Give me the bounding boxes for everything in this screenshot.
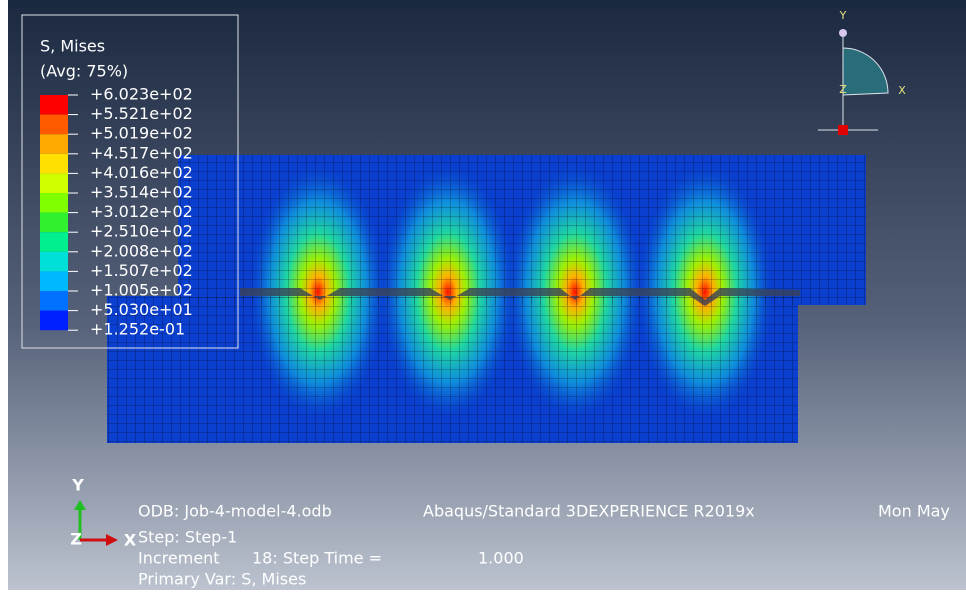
- triad-z: Z: [70, 530, 82, 549]
- legend-label: +2.510e+02: [90, 222, 193, 241]
- left-border: [0, 0, 8, 590]
- increment-label: Increment: [138, 549, 220, 568]
- legend-swatch: [40, 232, 68, 252]
- triad-y: Y: [839, 9, 847, 22]
- legend-label: +6.023e+02: [90, 85, 193, 104]
- legend-label: +3.012e+02: [90, 202, 193, 221]
- step-time: 1.000: [478, 549, 524, 568]
- legend-label: +1.005e+02: [90, 281, 193, 300]
- legend-swatch: [40, 193, 68, 213]
- legend-label: +4.016e+02: [90, 163, 193, 182]
- legend-swatch: [40, 154, 68, 174]
- triad-y: Y: [71, 476, 84, 495]
- odb-text: ODB: Job-4-model-4.odb: [138, 502, 332, 521]
- legend-label: +1.507e+02: [90, 261, 193, 280]
- legend-swatch: [40, 134, 68, 154]
- legend-swatch: [40, 213, 68, 233]
- triad-z: Z: [839, 83, 847, 96]
- date-text: Mon May: [878, 502, 950, 521]
- triad-x: X: [124, 531, 137, 550]
- legend-label: +5.019e+02: [90, 124, 193, 143]
- viewport: S, Mises (Avg: 75%) +6.023e+02+5.521e+02…: [0, 0, 966, 590]
- legend: +6.023e+02+5.521e+02+5.019e+02+4.517e+02…: [40, 85, 193, 339]
- step-text: Step: Step-1: [138, 528, 237, 547]
- legend-swatch: [40, 271, 68, 291]
- primary-var: Primary Var: S, Mises: [138, 570, 306, 589]
- legend-title: S, Mises: [40, 37, 105, 56]
- solver-text: Abaqus/Standard 3DEXPERIENCE R2019x: [423, 502, 755, 521]
- legend-swatch: [40, 115, 68, 135]
- model: [107, 155, 866, 443]
- legend-label: +3.514e+02: [90, 183, 193, 202]
- legend-label: +5.030e+01: [90, 300, 193, 319]
- legend-swatch: [40, 95, 68, 115]
- legend-swatch: [40, 311, 68, 331]
- legend-swatch: [40, 173, 68, 193]
- triad-x: X: [898, 84, 906, 97]
- page: S, Mises (Avg: 75%) +6.023e+02+5.521e+02…: [0, 0, 966, 590]
- legend-label: +5.521e+02: [90, 104, 193, 123]
- legend-label: +1.252e-01: [90, 320, 185, 339]
- legend-swatch: [40, 291, 68, 311]
- legend-label: +4.517e+02: [90, 143, 193, 162]
- increment-number: 18: Step Time =: [252, 549, 382, 568]
- legend-label: +2.008e+02: [90, 241, 193, 260]
- legend-swatch: [40, 252, 68, 272]
- legend-subtitle: (Avg: 75%): [40, 62, 128, 81]
